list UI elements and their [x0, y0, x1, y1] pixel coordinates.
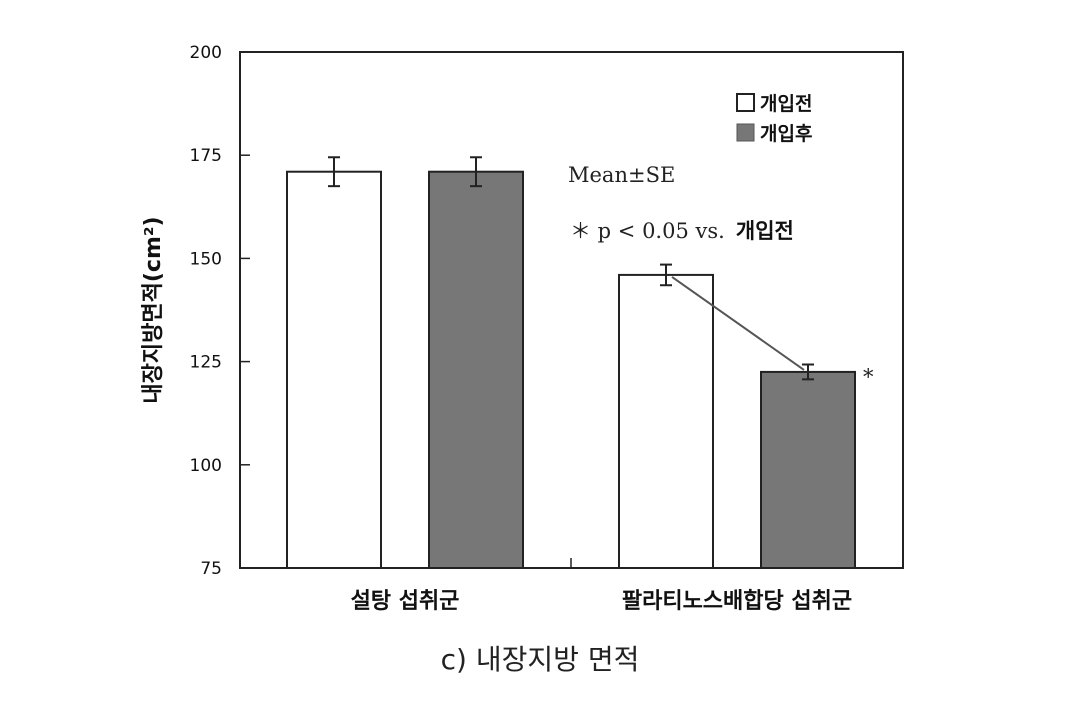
category-labels: 설탕 섭취군 팔라티노스배합당 섭취군	[351, 588, 853, 614]
figure-caption: c) 내장지방 면적	[440, 643, 640, 676]
bar-before	[618, 273, 714, 569]
chart: 75 100 125 150 175 200 내장지방면적(cm²) 개입전 개입후 Me…	[141, 43, 904, 614]
y-tick-label: 175	[190, 146, 222, 166]
significance-mark: *	[863, 365, 874, 389]
y-tick-label: 200	[190, 43, 222, 63]
p-value-note: ＊ p < 0.05 vs. 개입전	[570, 219, 794, 243]
y-tick-label: 150	[190, 249, 222, 269]
p-value-reference: 개입전	[736, 219, 794, 243]
y-tick-label: 75	[200, 559, 222, 579]
y-tick-label: 100	[190, 456, 222, 476]
error-bars	[328, 156, 814, 381]
bar-before	[286, 170, 382, 569]
y-tick-label: 125	[190, 353, 222, 373]
legend: 개입전 개입후	[736, 93, 812, 145]
p-value-prefix: ＊ p < 0.05 vs.	[570, 219, 725, 243]
y-axis-ticks: 75 100 125 150 175 200	[190, 43, 250, 579]
y-axis-label: 내장지방면적(cm²)	[141, 216, 166, 403]
stat-label: Mean±SE	[568, 163, 675, 187]
bar-after	[428, 170, 524, 569]
category-label: 팔라티노스배합당 섭취군	[622, 588, 852, 614]
change-connector-line	[671, 276, 805, 371]
legend-label-before: 개입전	[760, 93, 812, 115]
legend-swatch-before	[736, 93, 755, 112]
bars	[286, 170, 856, 570]
bar-after	[760, 370, 856, 570]
legend-label-after: 개입후	[760, 123, 812, 145]
legend-swatch-after	[736, 123, 755, 142]
category-label: 설탕 섭취군	[351, 589, 460, 614]
